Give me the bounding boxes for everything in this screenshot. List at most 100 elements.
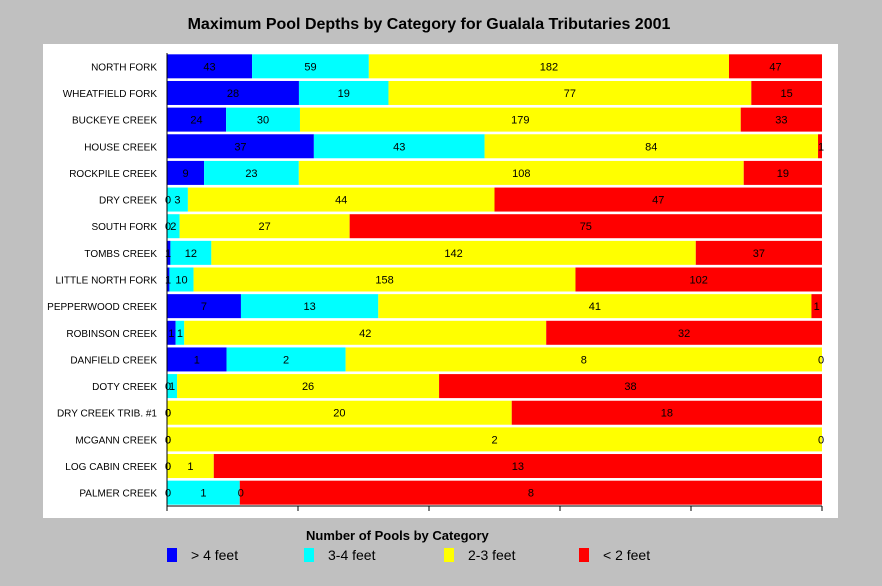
data-label: 38 — [624, 381, 636, 393]
data-label: 19 — [777, 168, 789, 180]
data-label: 1 — [818, 141, 824, 153]
legend-label: < 2 feet — [603, 547, 651, 563]
legend-swatch — [167, 548, 177, 562]
bar-segment — [167, 240, 171, 265]
bar-segment — [252, 54, 369, 79]
category-label: WHEATFIELD FORK — [63, 89, 158, 100]
category-label: ROBINSON CREEK — [66, 329, 157, 340]
data-label: 0 — [818, 434, 824, 446]
data-label: 28 — [227, 88, 239, 100]
bar-segment — [226, 107, 300, 132]
bar-segment — [818, 134, 822, 159]
data-label: 27 — [258, 221, 270, 233]
legend-swatch — [304, 548, 314, 562]
legend-label: 3-4 feet — [328, 547, 376, 563]
data-label: 77 — [564, 88, 576, 100]
bar-segment — [167, 160, 205, 185]
bar-segment — [177, 374, 440, 399]
legend-label: 2-3 feet — [468, 547, 516, 563]
data-label: 0 — [165, 381, 171, 393]
data-label: 1 — [177, 328, 183, 340]
data-label: 44 — [335, 195, 347, 207]
data-label: 0 — [165, 434, 171, 446]
data-label: 1 — [194, 354, 200, 366]
data-label: 1 — [200, 488, 206, 500]
data-label: 41 — [589, 301, 601, 313]
data-label: 24 — [190, 115, 202, 127]
data-label: 10 — [175, 275, 187, 287]
data-label: 3 — [174, 195, 180, 207]
data-label: 30 — [257, 115, 269, 127]
data-label: 2 — [491, 434, 497, 446]
data-label: 0 — [165, 434, 171, 446]
legend: > 4 feet 3-4 feet 2-3 feet < 2 feet — [167, 546, 727, 566]
bar-segment — [511, 400, 822, 425]
data-label: 8 — [581, 354, 587, 366]
bar-segment — [239, 480, 822, 505]
category-label: SOUTH FORK — [91, 222, 157, 233]
bar-segment — [494, 187, 822, 212]
bar-segment — [179, 214, 350, 239]
bar-segment — [167, 347, 227, 372]
bar-segment — [213, 454, 823, 479]
plot-area: 43 59 182 47 NORTH FORK 28 19 77 15 WHEATFIELD FO… — [43, 44, 838, 518]
category-label: BUCKEYE CREEK — [72, 116, 157, 127]
data-label: 1 — [168, 328, 174, 340]
category-label: DOTY CREEK — [92, 382, 157, 393]
data-label: 0 — [165, 461, 171, 473]
bar-segment — [167, 107, 227, 132]
bar-segment — [349, 214, 822, 239]
data-label: 1 — [169, 381, 175, 393]
bar-segment — [167, 294, 241, 319]
bar-segment — [204, 160, 299, 185]
data-label: 26 — [302, 381, 314, 393]
category-label: PALMER CREEK — [79, 489, 157, 500]
data-label: 182 — [540, 61, 558, 73]
data-label: 142 — [444, 248, 462, 260]
bar-segment — [167, 454, 214, 479]
bar-segment — [211, 240, 696, 265]
category-label: NORTH FORK — [91, 62, 157, 73]
bar-segment — [298, 160, 744, 185]
bar-segment — [167, 267, 170, 292]
data-label: 37 — [234, 141, 246, 153]
data-label: 2 — [170, 221, 176, 233]
category-label: LITTLE NORTH FORK — [56, 276, 158, 287]
category-label: PEPPERWOOD CREEK — [47, 302, 157, 313]
data-label: 0 — [165, 408, 171, 420]
category-label: DANFIELD CREEK — [70, 355, 157, 366]
bar-segment — [299, 107, 741, 132]
data-label: 1 — [165, 248, 171, 260]
data-label: 18 — [661, 408, 673, 420]
data-label: 179 — [511, 115, 529, 127]
data-label: 0 — [165, 195, 171, 207]
data-label: 19 — [338, 88, 350, 100]
bar-segment — [298, 80, 389, 105]
data-label: 12 — [185, 248, 197, 260]
category-label: MCGANN CREEK — [75, 435, 157, 446]
data-label: 102 — [690, 275, 708, 287]
data-label: 42 — [359, 328, 371, 340]
category-label: DRY CREEK TRIB. #1 — [57, 409, 157, 420]
bar-segment — [167, 480, 240, 505]
data-label: 13 — [512, 461, 524, 473]
bar-segment — [484, 134, 819, 159]
bar-segment — [169, 267, 194, 292]
bar-segment — [388, 80, 752, 105]
data-label: 15 — [781, 88, 793, 100]
bar-segment — [345, 347, 822, 372]
legend-title: Number of Pools by Category — [306, 528, 489, 543]
category-label: DRY CREEK — [99, 196, 157, 207]
legend-label: > 4 feet — [191, 547, 239, 563]
data-label: 1 — [165, 275, 171, 287]
data-label: 0 — [165, 461, 171, 473]
bar-segment — [575, 267, 822, 292]
data-label: 20 — [333, 408, 345, 420]
data-label: 75 — [580, 221, 592, 233]
data-label: 33 — [775, 115, 787, 127]
bar-segment — [167, 400, 512, 425]
bar-segment — [184, 320, 547, 345]
data-label: 0 — [165, 221, 171, 233]
bar-segment — [740, 107, 822, 132]
